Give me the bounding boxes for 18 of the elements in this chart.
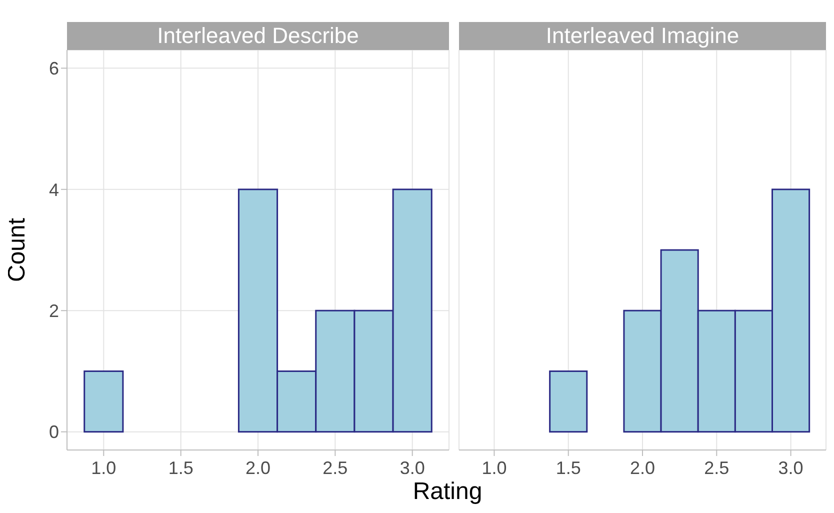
y-axis-title: Count bbox=[4, 218, 31, 282]
x-tick-label: 3.0 bbox=[400, 458, 425, 478]
y-tick-label: 4 bbox=[48, 180, 59, 200]
y-tick-label: 6 bbox=[48, 58, 59, 79]
x-tick-label: 2.5 bbox=[704, 458, 730, 478]
y-tick-label: 0 bbox=[48, 422, 59, 442]
chart-title: Interleaved Imagine bbox=[459, 22, 826, 50]
x-tick-label: 1.5 bbox=[168, 458, 194, 478]
x-tick-label: 2.0 bbox=[245, 458, 271, 478]
x-tick-label: 2.5 bbox=[322, 458, 348, 478]
y-tick-label: 2 bbox=[48, 300, 59, 321]
x-tick-label: 1.5 bbox=[556, 458, 581, 478]
x-tick-label: 1.0 bbox=[91, 458, 116, 478]
x-tick-label: 1.0 bbox=[482, 458, 507, 478]
x-tick-label: 2.0 bbox=[630, 458, 656, 478]
x-tick-label: 3.0 bbox=[778, 458, 804, 478]
chart-title: Interleaved Describe bbox=[67, 22, 449, 50]
x-axis-title: Rating bbox=[412, 478, 484, 506]
